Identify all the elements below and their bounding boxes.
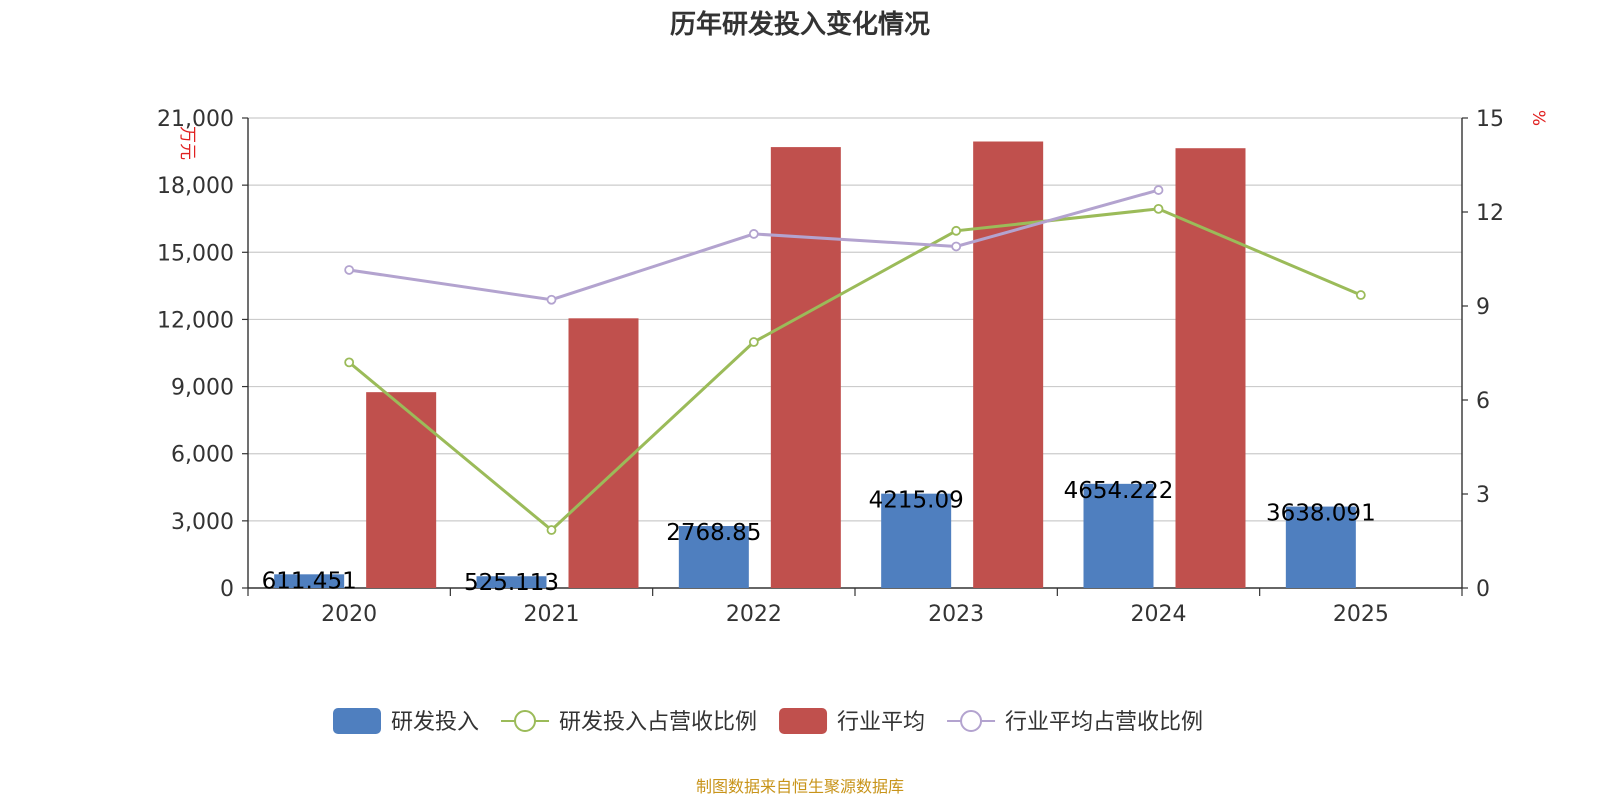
left-axis-tick-label: 21,000	[157, 107, 234, 132]
x-axis-tick-label: 2020	[321, 602, 377, 627]
line-point[interactable]	[546, 525, 557, 535]
line-point[interactable]	[1355, 290, 1366, 300]
legend[interactable]: 研发投入 研发投入占营收比例 行业平均 行业平均占营收比例	[333, 708, 1203, 735]
legend-label[interactable]: 研发投入	[391, 710, 479, 735]
line-point[interactable]	[951, 225, 962, 236]
x-axis-tick-label: 2024	[1131, 602, 1187, 627]
legend-swatch-bar[interactable]	[333, 708, 381, 734]
data-labels: 611.451 525.113 2768.85 4215.09 4654.222 3638…	[262, 478, 1376, 596]
bar-data-label: 3638.091	[1266, 501, 1376, 527]
left-axis-tick-label: 6,000	[171, 443, 234, 468]
source-note: 制图数据来自恒生聚源数据库	[696, 777, 904, 796]
line-point[interactable]	[748, 337, 759, 347]
legend-label[interactable]: 行业平均	[837, 710, 925, 735]
bar-rd-investment[interactable]	[476, 576, 547, 588]
left-axis-tick-label: 12,000	[157, 308, 234, 333]
right-axis-tick-label: 6	[1476, 389, 1490, 414]
axes: 0 3,000 6,000 9,000 12,000 15,000 18,000 21,000…	[157, 107, 1548, 627]
bars	[274, 141, 1356, 589]
legend-label[interactable]: 研发投入占营收比例	[559, 710, 757, 735]
line-point[interactable]	[344, 357, 355, 368]
left-axis-unit: 万元	[177, 126, 197, 160]
bar-rd-investment[interactable]	[274, 574, 345, 588]
bar-rd-investment[interactable]	[678, 526, 749, 588]
bar-data-label: 2768.85	[666, 520, 761, 546]
legend-label[interactable]: 行业平均占营收比例	[1005, 710, 1203, 735]
bar-data-label: 611.451	[262, 568, 357, 594]
x-axis-tick-label: 2022	[726, 602, 782, 627]
bar-rd-investment[interactable]	[881, 493, 952, 588]
right-axis-tick-label: 15	[1476, 107, 1504, 132]
line-rd-ratio	[348, 207, 1362, 533]
bar-industry-average[interactable]	[770, 147, 841, 588]
line-point[interactable]	[951, 241, 962, 252]
line-point[interactable]	[748, 229, 759, 239]
right-axis-unit: %	[1528, 110, 1548, 126]
left-axis-tick-label: 18,000	[157, 174, 234, 199]
right-axis-tick-label: 0	[1476, 577, 1490, 602]
line-point[interactable]	[546, 294, 557, 305]
left-axis-tick-label: 9,000	[171, 376, 234, 401]
bar-industry-average[interactable]	[973, 141, 1044, 589]
bar-industry-average[interactable]	[1175, 148, 1246, 588]
legend-swatch-marker	[960, 710, 983, 732]
bar-data-label: 4215.09	[869, 488, 964, 514]
legend-swatch-marker	[514, 710, 537, 732]
left-axis-tick-label: 15,000	[157, 241, 234, 266]
left-axis-tick-label: 0	[220, 577, 234, 602]
right-axis-tick-label: 9	[1476, 295, 1490, 320]
x-axis-tick-label: 2021	[524, 602, 580, 627]
bar-rd-investment[interactable]	[1285, 506, 1356, 588]
line-point[interactable]	[1153, 203, 1164, 214]
bar-industry-average[interactable]	[568, 318, 639, 588]
bar-rd-investment[interactable]	[1083, 483, 1154, 588]
x-axis-tick-label: 2025	[1333, 602, 1389, 627]
line-point[interactable]	[344, 265, 355, 275]
lines	[344, 185, 1366, 535]
right-axis-tick-label: 3	[1476, 483, 1490, 508]
legend-swatch-bar[interactable]	[779, 708, 828, 734]
bar-data-label: 4654.222	[1064, 478, 1174, 504]
right-axis-tick-label: 12	[1476, 201, 1504, 226]
grid-lines	[248, 117, 1462, 522]
bar-industry-average[interactable]	[366, 392, 437, 588]
x-axis-tick-label: 2023	[928, 602, 984, 627]
left-axis-tick-label: 3,000	[171, 510, 234, 535]
bar-data-label: 525.113	[464, 570, 559, 596]
chart-title: 历年研发投入变化情况	[670, 9, 930, 40]
line-point[interactable]	[1153, 185, 1164, 195]
